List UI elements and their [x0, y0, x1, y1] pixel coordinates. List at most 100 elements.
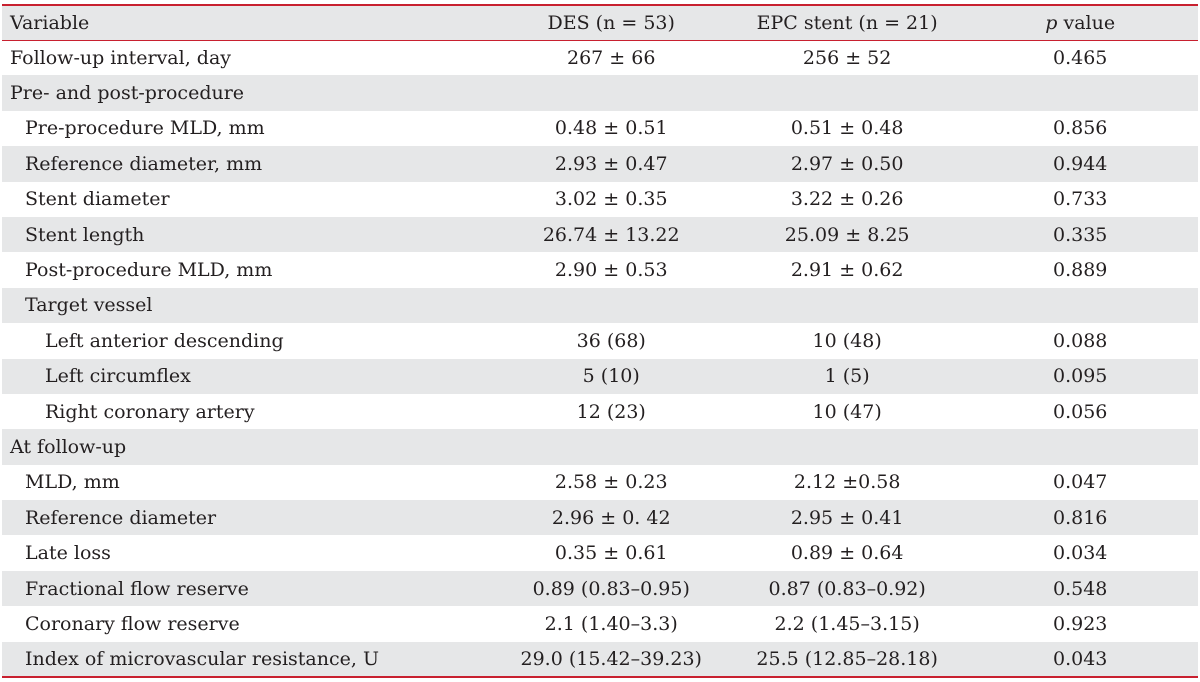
cell-epc-stent: 256 ± 52	[802, 46, 892, 69]
cell-des: 2.93 ± 0.47	[490, 146, 732, 182]
cell-p-value: 0.889	[1053, 259, 1108, 282]
cell-des	[490, 287, 732, 324]
header-p-value: p value	[962, 5, 1198, 40]
row-label: Stent diameter	[25, 188, 170, 211]
header-des: DES (n = 53)	[490, 5, 732, 40]
table-row: Post-procedure MLD, mm 2.90 ± 0.53 2.91 ± …	[2, 252, 1198, 287]
cell-des: 5 (10)	[490, 358, 732, 394]
cell-des	[490, 75, 732, 111]
cell-p-value	[962, 429, 1198, 465]
cell-des	[490, 429, 732, 465]
row-label: Reference diameter, mm	[2, 146, 491, 182]
table-row: Pre-procedure MLD, mm 0.48 ± 0.51 0.51 ± 0…	[2, 111, 1198, 146]
header-row: Variable DES (n = 53) EPC stent (n = 21)…	[2, 5, 1198, 40]
cell-p-value: 0.043	[962, 641, 1198, 678]
row-label: At follow-up	[2, 429, 491, 465]
cell-p-value: 0.548	[962, 570, 1198, 607]
cell-p-value	[962, 75, 1198, 111]
cell-des: 2.1 (1.40–3.3)	[544, 612, 678, 635]
table-row: Stent diameter 3.02 ± 0.35 3.22 ± 0.26 0.73…	[2, 182, 1198, 217]
row-label: Late loss	[25, 542, 111, 565]
cell-epc-stent: 0.51 ± 0.48	[790, 117, 904, 140]
table-row: Left circumflex 5 (10) 1 (5) 0.095	[2, 358, 1198, 394]
cell-des: 0.89 (0.83–0.95)	[490, 570, 732, 607]
header-p-italic: p	[1045, 11, 1058, 34]
table-row: Late loss 0.35 ± 0.61 0.89 ± 0.64 0.034	[2, 535, 1198, 570]
cell-des: 0.35 ± 0.61	[554, 542, 668, 565]
table-body: Follow-up interval, day 267 ± 66 256 ± 52 0…	[2, 40, 1198, 678]
table-row: Fractional flow reserve 0.89 (0.83–0.95) 0…	[2, 570, 1198, 607]
row-label: Right coronary artery	[45, 400, 255, 423]
row-label: Post-procedure MLD, mm	[25, 259, 273, 282]
header-p-rest: value	[1057, 11, 1116, 34]
table-row: Pre- and post-procedure	[2, 75, 1198, 111]
cell-epc-stent: 2.12 ±0.58	[793, 471, 901, 494]
table-row: Coronary flow reserve 2.1 (1.40–3.3) 2.2 (…	[2, 606, 1198, 641]
cell-epc-stent: 25.09 ± 8.25	[731, 216, 963, 253]
row-label: Stent length	[2, 216, 491, 253]
row-label: Pre- and post-procedure	[2, 75, 491, 111]
table-row: Follow-up interval, day 267 ± 66 256 ± 52 0…	[2, 40, 1198, 75]
cell-p-value: 0.088	[1053, 329, 1108, 352]
cell-epc-stent: 25.5 (12.85–28.18)	[731, 641, 963, 678]
cell-p-value: 0.056	[1053, 400, 1108, 423]
row-label: Coronary flow reserve	[25, 612, 240, 635]
cell-epc-stent	[731, 429, 963, 465]
cell-p-value: 0.335	[962, 216, 1198, 253]
table-header: Variable DES (n = 53) EPC stent (n = 21)…	[2, 5, 1198, 40]
cell-epc-stent: 0.89 ± 0.64	[790, 542, 904, 565]
table-row: Stent length 26.74 ± 13.22 25.09 ± 8.25 0.3…	[2, 216, 1198, 253]
cell-p-value	[962, 287, 1198, 324]
row-label: Follow-up interval, day	[10, 46, 232, 69]
row-label: Pre-procedure MLD, mm	[25, 117, 265, 140]
table-row: Target vessel	[2, 287, 1198, 324]
row-label: MLD, mm	[25, 471, 120, 494]
cell-p-value: 0.856	[1053, 117, 1108, 140]
table-row: Left anterior descending 36 (68) 10 (48) 0.…	[2, 323, 1198, 358]
cell-epc-stent: 2.2 (1.45–3.15)	[774, 612, 920, 635]
cell-epc-stent: 3.22 ± 0.26	[790, 188, 904, 211]
cell-epc-stent: 10 (47)	[812, 400, 882, 423]
cell-des: 2.96 ± 0. 42	[490, 500, 732, 536]
cell-des: 0.48 ± 0.51	[554, 117, 668, 140]
cell-p-value: 0.465	[1053, 46, 1108, 69]
table-row: At follow-up	[2, 429, 1198, 465]
cell-p-value: 0.034	[1053, 542, 1108, 565]
cell-des: 2.58 ± 0.23	[554, 471, 668, 494]
table-row: MLD, mm 2.58 ± 0.23 2.12 ±0.58 0.047	[2, 465, 1198, 500]
cell-epc-stent: 0.87 (0.83–0.92)	[731, 570, 963, 607]
row-label: Reference diameter	[2, 500, 491, 536]
cell-epc-stent: 2.91 ± 0.62	[790, 259, 904, 282]
cell-p-value: 0.944	[962, 146, 1198, 182]
cell-epc-stent: 2.95 ± 0.41	[731, 500, 963, 536]
results-table: Variable DES (n = 53) EPC stent (n = 21)…	[2, 4, 1198, 678]
cell-p-value: 0.733	[1053, 188, 1108, 211]
row-label: Target vessel	[2, 287, 491, 324]
cell-p-value: 0.923	[1053, 612, 1108, 635]
row-label: Left anterior descending	[45, 329, 284, 352]
cell-p-value: 0.047	[1053, 471, 1108, 494]
cell-epc-stent: 2.97 ± 0.50	[731, 146, 963, 182]
cell-des: 29.0 (15.42–39.23)	[490, 641, 732, 678]
table-row: Right coronary artery 12 (23) 10 (47) 0.056	[2, 394, 1198, 429]
cell-epc-stent	[731, 287, 963, 324]
cell-des: 12 (23)	[576, 400, 646, 423]
table-row: Reference diameter, mm 2.93 ± 0.47 2.97 ± …	[2, 146, 1198, 182]
cell-des: 26.74 ± 13.22	[490, 216, 732, 253]
cell-des: 3.02 ± 0.35	[554, 188, 668, 211]
cell-des: 267 ± 66	[567, 46, 656, 69]
table-row: Index of microvascular resistance, U 29.0…	[2, 641, 1198, 678]
header-epc-stent: EPC stent (n = 21)	[731, 5, 963, 40]
cell-epc-stent: 1 (5)	[731, 358, 963, 394]
row-label: Left circumflex	[2, 358, 491, 394]
cell-epc-stent: 10 (48)	[812, 329, 882, 352]
header-variable: Variable	[2, 5, 491, 40]
row-label: Index of microvascular resistance, U	[2, 641, 491, 678]
cell-epc-stent	[731, 75, 963, 111]
cell-des: 2.90 ± 0.53	[554, 259, 668, 282]
row-label: Fractional flow reserve	[2, 570, 491, 607]
table-row: Reference diameter 2.96 ± 0. 42 2.95 ± 0.4…	[2, 500, 1198, 536]
cell-p-value: 0.816	[962, 500, 1198, 536]
cell-p-value: 0.095	[962, 358, 1198, 394]
